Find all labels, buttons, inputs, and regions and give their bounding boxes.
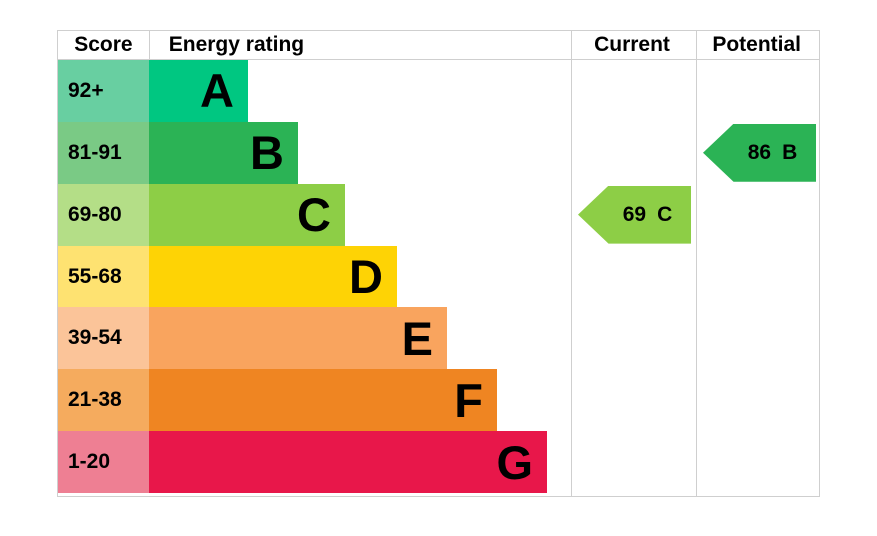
band-score-range: 55-68 bbox=[58, 245, 149, 308]
band-bar: E bbox=[149, 307, 447, 370]
band-bar: B bbox=[149, 121, 298, 184]
potential-column-divider bbox=[696, 31, 697, 496]
band-row: 69-80 C bbox=[58, 183, 819, 246]
rating-bands: 92+ A 81-91 B 69-80 C 55-68 D 39-54 E 21… bbox=[58, 60, 819, 494]
band-letter: C bbox=[297, 188, 331, 242]
band-letter: E bbox=[401, 311, 433, 365]
band-score-range: 39-54 bbox=[58, 307, 149, 370]
band-score-range: 1-20 bbox=[58, 431, 149, 494]
band-score-range: 92+ bbox=[58, 60, 149, 122]
band-row: 81-91 B bbox=[58, 121, 819, 184]
band-letter: D bbox=[349, 250, 383, 303]
band-bar: D bbox=[149, 245, 397, 308]
band-letter: B bbox=[250, 126, 284, 180]
band-row: 39-54 E bbox=[58, 307, 819, 370]
score-column-header: Score bbox=[74, 33, 133, 56]
band-letter: G bbox=[496, 435, 533, 489]
potential-rating-value: 86 bbox=[747, 140, 772, 164]
current-rating-letter: C bbox=[657, 202, 673, 226]
band-score-range: 81-91 bbox=[58, 121, 149, 184]
potential-rating-letter: B bbox=[782, 140, 798, 164]
current-rating-value: 69 bbox=[622, 202, 647, 226]
current-column-header: Current bbox=[594, 33, 670, 56]
band-row: 21-38 F bbox=[58, 369, 819, 432]
band-letter: F bbox=[454, 373, 483, 427]
potential-rating-column: 86 B bbox=[696, 60, 821, 493]
header-divider-line bbox=[58, 59, 819, 60]
potential-column-header: Potential bbox=[712, 33, 801, 56]
band-row: 92+ A bbox=[58, 60, 819, 122]
band-score-range: 69-80 bbox=[58, 183, 149, 246]
potential-rating-arrow: 86 B bbox=[703, 123, 816, 182]
epc-rating-chart: Score Energy rating Current Potential 92… bbox=[57, 30, 820, 497]
energy-rating-column-header: Energy rating bbox=[168, 33, 305, 56]
band-score-range: 21-38 bbox=[58, 369, 149, 432]
score-column-divider bbox=[149, 31, 150, 59]
band-bar: C bbox=[149, 183, 345, 246]
current-column-divider bbox=[571, 31, 572, 496]
band-letter: A bbox=[200, 64, 234, 118]
band-row: 1-20 G bbox=[58, 431, 819, 494]
chart-header-row: Score Energy rating Current Potential bbox=[58, 31, 819, 59]
band-bar: A bbox=[149, 60, 248, 122]
band-bar: G bbox=[149, 431, 547, 494]
current-rating-arrow: 69 C bbox=[578, 185, 691, 244]
band-bar: F bbox=[149, 369, 497, 432]
band-row: 55-68 D bbox=[58, 245, 819, 308]
current-rating-column: 69 C bbox=[571, 60, 696, 493]
